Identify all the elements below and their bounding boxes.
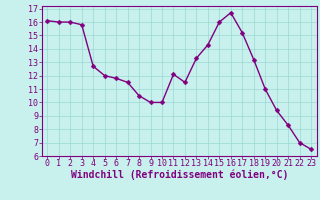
X-axis label: Windchill (Refroidissement éolien,°C): Windchill (Refroidissement éolien,°C) (70, 170, 288, 180)
